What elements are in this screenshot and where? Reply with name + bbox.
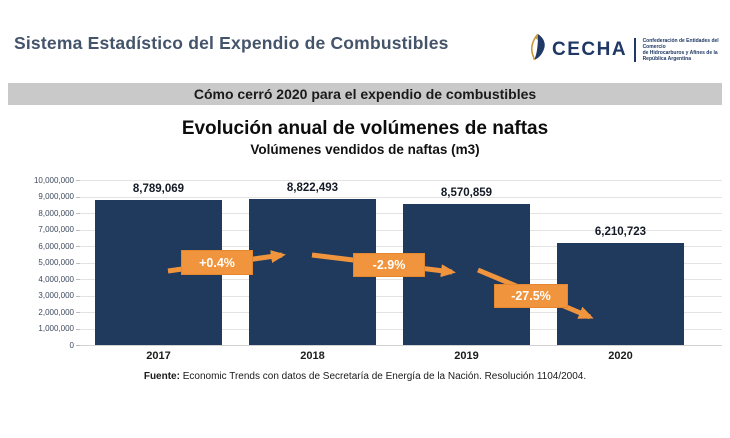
source-note-text: Economic Trends con datos de Secretaría … (179, 371, 587, 382)
y-tick-label: 5,000,000 (38, 258, 74, 267)
gridline (80, 213, 722, 214)
y-tick-mark (76, 295, 82, 297)
y-tick-label: 3,000,000 (38, 291, 74, 300)
logo-divider (634, 37, 636, 62)
y-tick-label: 10,000,000 (33, 175, 74, 185)
tagline-line: Confederación de Entidades del Comercio (642, 37, 719, 50)
y-tick-label: 4,000,000 (38, 274, 74, 284)
source-note: Fuente: Economic Trends con datos de Sec… (0, 371, 730, 382)
bar-2020 (557, 242, 684, 345)
gridline (80, 196, 722, 198)
section-banner: Cómo cerró 2020 para el expendio de comb… (8, 83, 722, 105)
y-tick-mark (76, 312, 82, 313)
source-note-prefix: Fuente: (143, 371, 180, 382)
y-tick-label: 1,000,000 (38, 324, 74, 333)
y-tick-mark (76, 328, 82, 330)
y-tick-label: 9,000,000 (38, 192, 74, 201)
y-tick-mark (76, 213, 82, 214)
y-tick-label: 6,000,000 (38, 241, 74, 251)
chart-subtitle: Volúmenes vendidos de naftas (m3) (250, 142, 480, 157)
y-tick-label: 2,000,000 (38, 307, 74, 317)
y-tick-mark (76, 262, 82, 264)
cecha-tagline: Confederación de Entidades del Comercio … (643, 38, 725, 62)
banner-text: Cómo cerró 2020 para el expendio de comb… (193, 86, 537, 102)
gridline (80, 180, 722, 181)
x-axis-label: 2018 (300, 350, 325, 362)
gridline (80, 295, 722, 297)
x-axis-label: 2020 (608, 350, 633, 362)
y-tick-mark (76, 279, 82, 280)
y-tick-mark (76, 345, 82, 346)
pct-change-badge-2019: -2.9% (353, 253, 425, 277)
chart-title: Evolución anual de volúmenes de naftas (181, 118, 549, 139)
cecha-logo-icon (526, 32, 548, 67)
gridline (80, 279, 722, 280)
pct-change-badge-2020: -27.5% (494, 284, 568, 308)
tagline-line: de Hidrocarburos y Afines de la (642, 49, 718, 56)
bar-value-label: 8,789,069 (132, 182, 185, 195)
gridline (80, 312, 722, 313)
tagline-line: República Argentina (642, 55, 691, 62)
page-title: Sistema Estadístico del Expendio de Comb… (14, 33, 449, 53)
x-axis-line (80, 345, 722, 346)
gridline (80, 246, 722, 247)
y-tick-mark (76, 229, 82, 231)
y-tick-label: 0 (69, 340, 74, 350)
y-tick-mark (76, 196, 82, 198)
y-tick-label: 7,000,000 (38, 225, 74, 234)
x-axis-label: 2017 (146, 350, 171, 362)
bar-value-label: 6,210,723 (594, 225, 647, 238)
gridline (80, 328, 722, 330)
y-tick-mark (76, 246, 82, 247)
cecha-logo: CECHA Confederación de Entidades del Com… (526, 32, 725, 67)
x-axis-label: 2019 (454, 350, 479, 362)
bar-value-label: 8,822,493 (286, 182, 339, 195)
cecha-logo-text: CECHA (552, 38, 628, 60)
y-tick-mark (76, 180, 82, 181)
bar-value-label: 8,570,859 (440, 186, 493, 199)
gridline (80, 229, 722, 231)
pct-change-badge-2018: +0.4% (181, 250, 253, 275)
y-tick-label: 8,000,000 (38, 208, 74, 218)
